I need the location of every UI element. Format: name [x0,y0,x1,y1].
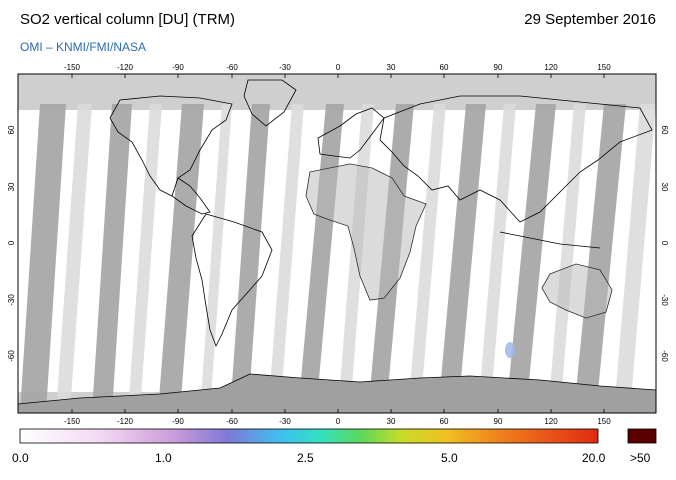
south-america-outline [191,213,273,347]
lon-label: -90 [172,63,184,72]
lon-label: -30 [279,417,291,426]
asia-outline [379,95,653,223]
lat-label: 30 [660,183,669,192]
colorbar-label: 1.0 [155,451,172,465]
lon-label: -30 [279,63,291,72]
colorbar-overflow [627,428,657,444]
map-title: SO2 vertical column [DU] (TRM) [20,11,236,28]
swath-gaps [20,104,626,412]
lat-label: 0 [7,240,16,245]
lon-label: -150 [64,417,81,426]
lat-label: 0 [660,241,669,246]
lon-ticks-top [71,74,605,78]
lon-label: 150 [597,63,611,72]
so2-hotspot [505,342,515,358]
lon-label: -120 [117,63,134,72]
europe-outline [317,107,385,159]
land-fill [306,164,612,318]
lat-labels-left: 60 30 0 -30 -60 [7,125,16,362]
lat-label: 60 [7,125,16,134]
lon-label: -150 [64,63,81,72]
map-field [18,74,656,413]
map-frame [17,73,657,414]
data-credit: OMI – KNMI/FMI/NASA [20,40,147,54]
lon-label: 0 [336,63,341,72]
lon-label: -120 [117,417,134,426]
lon-label: -60 [226,63,238,72]
greenland-outline [243,79,297,127]
lat-label: 30 [7,182,16,191]
lat-label: 60 [660,126,669,135]
colorbar-overflow-label: >50 [630,451,651,465]
colorbar-label: 20.0 [582,451,606,465]
lon-label: -60 [226,417,238,426]
colorbar-label: 0.0 [12,451,29,465]
map-date: 29 September 2016 [524,11,656,28]
north-america-outline [109,95,233,215]
lon-labels-top: -150 -120 -90 -60 -30 0 30 60 90 120 150 [64,63,611,72]
lat-label: -60 [660,350,669,362]
lon-labels-bottom: -150 -120 -90 -60 -30 0 30 60 90 120 150 [64,417,611,426]
colorbar-label: 2.5 [297,451,314,465]
lon-label: 30 [387,63,396,72]
lon-label: 90 [494,417,503,426]
lon-label: 120 [544,63,558,72]
lat-label: -30 [660,294,669,306]
lat-label: -60 [7,350,16,362]
lon-label: 90 [494,63,503,72]
lat-labels-right: 60 30 0 -30 -60 [660,126,669,363]
lon-label: 150 [597,417,611,426]
lat-label: -30 [7,294,16,306]
lon-label: 0 [336,417,341,426]
colorbar-label: 5.0 [441,451,458,465]
lon-label: 30 [387,417,396,426]
lon-ticks-bottom [71,409,605,413]
indonesia-outline [499,231,601,249]
lon-label: 60 [440,63,449,72]
lon-label: -90 [172,417,184,426]
antarctica-shape [18,373,656,413]
colorbar [19,428,599,444]
lon-label: 60 [440,417,449,426]
lon-label: 120 [544,417,558,426]
